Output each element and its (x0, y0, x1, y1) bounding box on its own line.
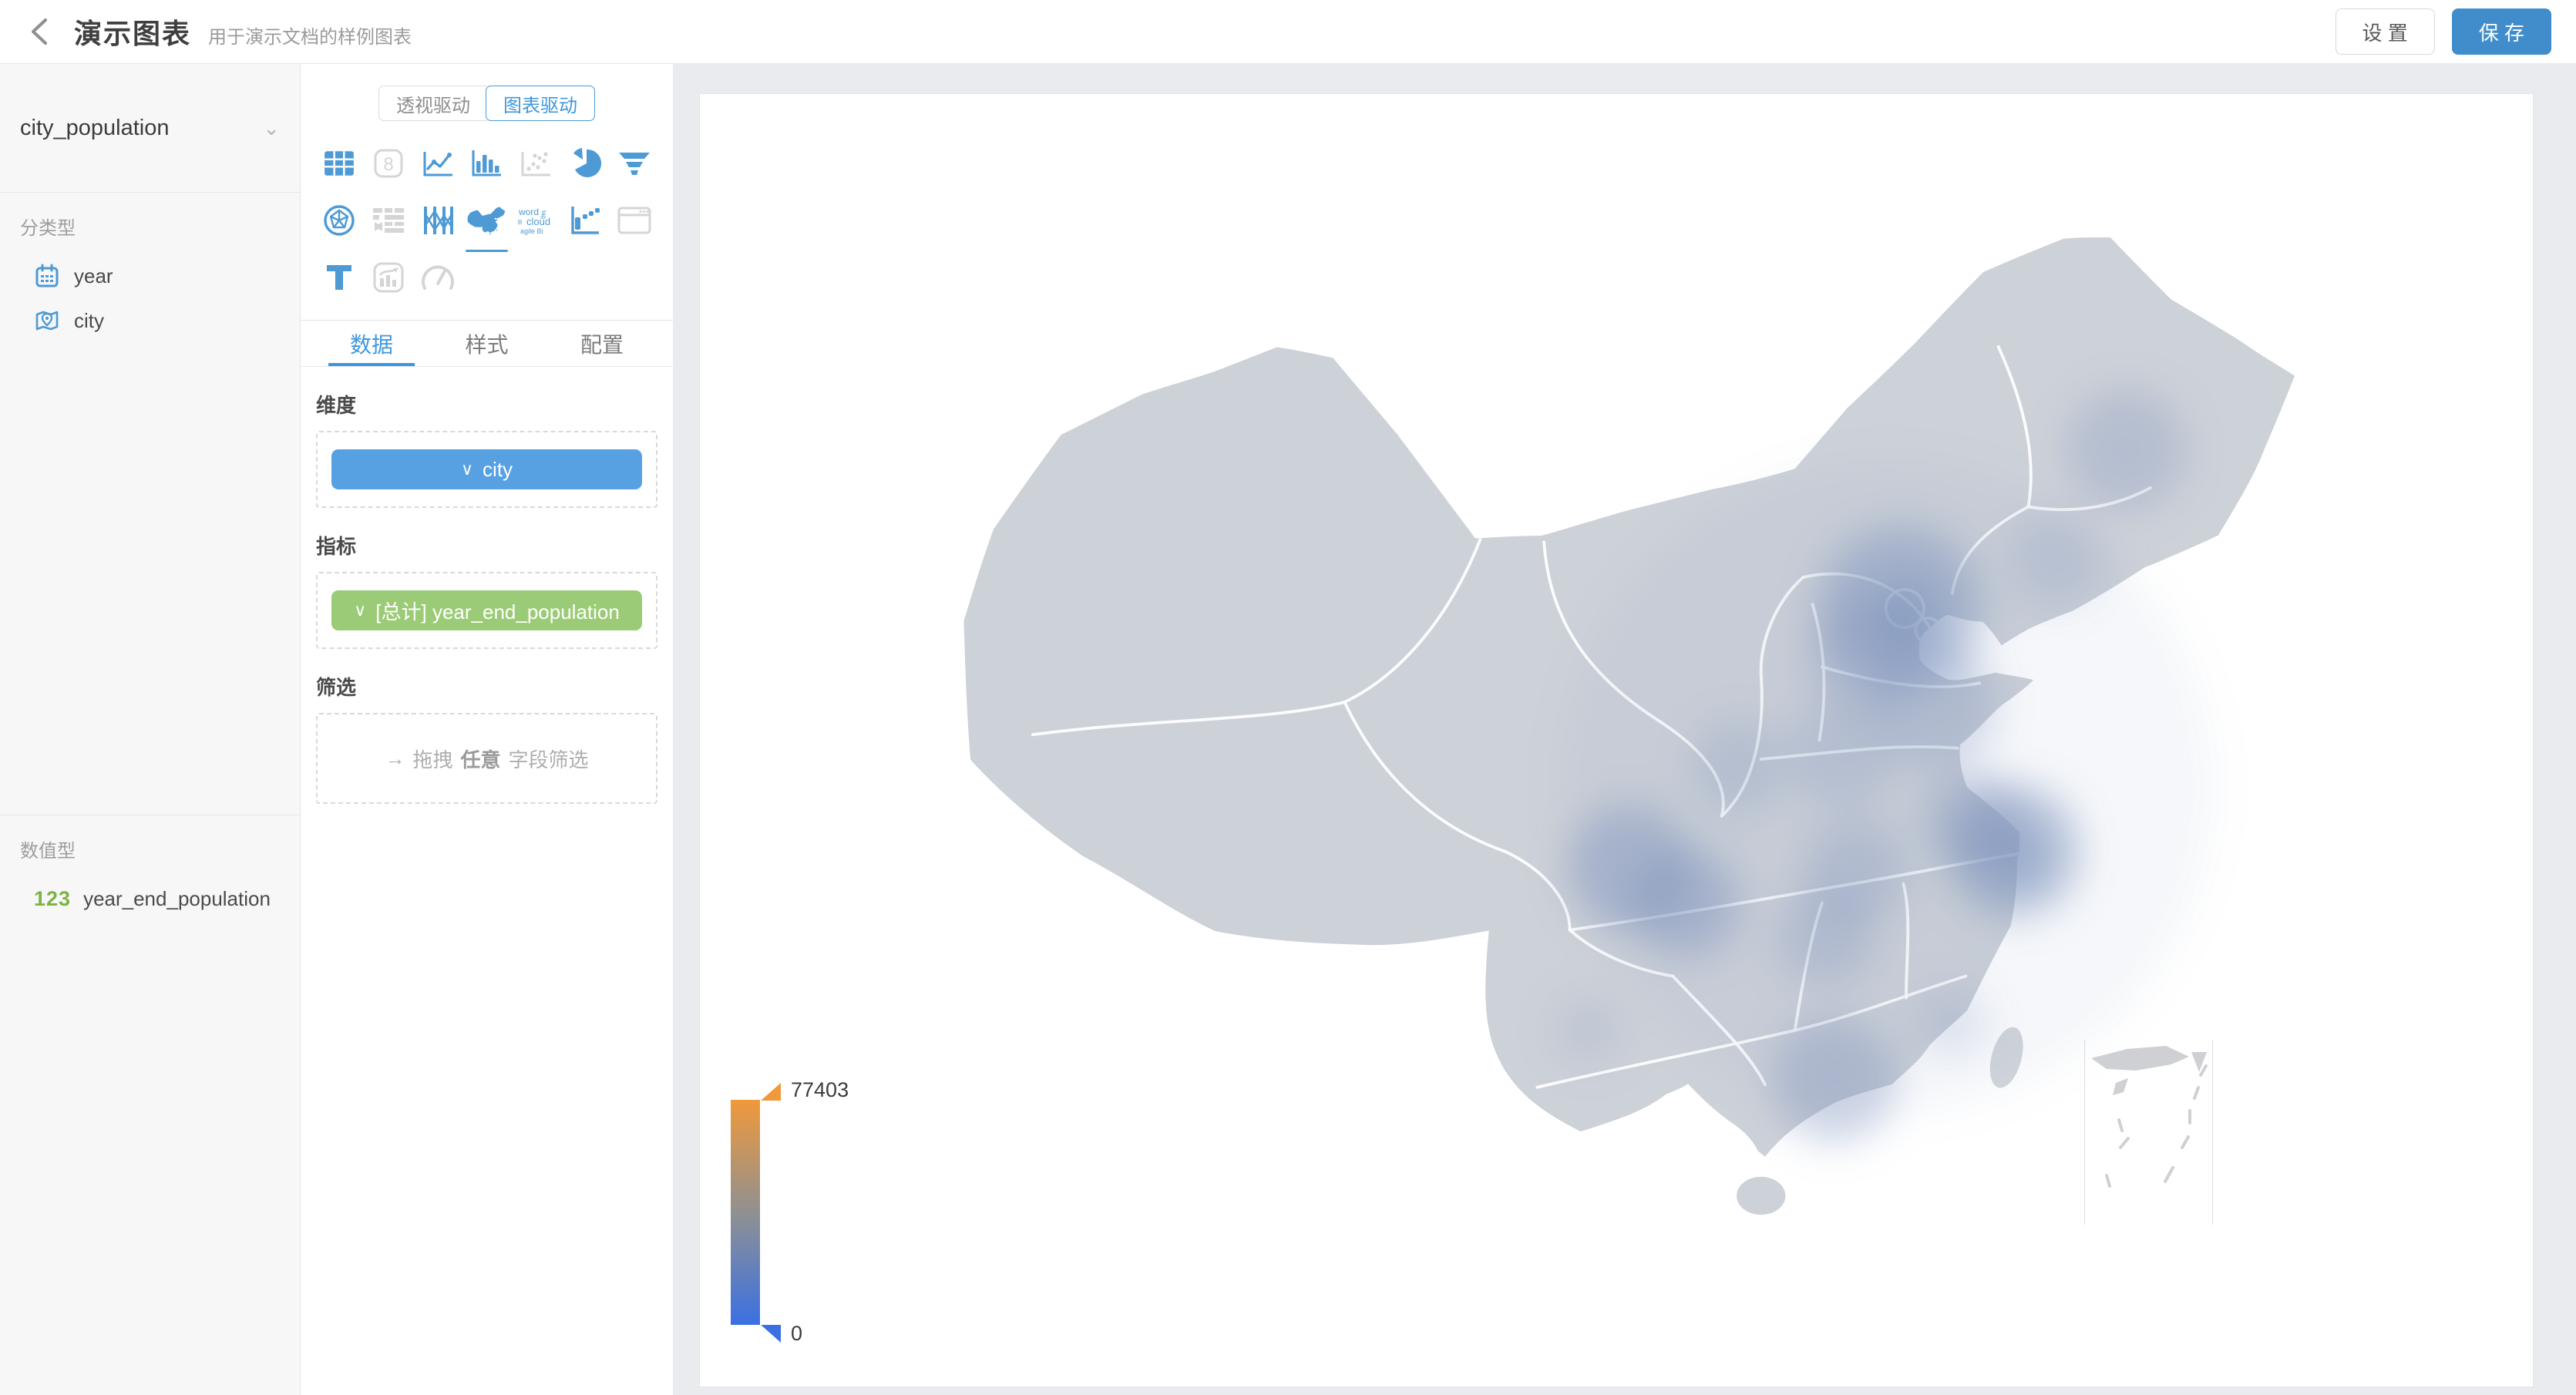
chevron-down-icon: ∨ (460, 459, 474, 479)
field-label: city (74, 308, 104, 332)
back-button[interactable] (23, 15, 57, 49)
chart-type-radar-icon[interactable] (314, 198, 364, 243)
legend-gradient-bar (731, 1100, 760, 1325)
dimension-drop-zone[interactable]: ∨ city (316, 431, 657, 508)
chart-type-pivot-table-icon[interactable] (364, 198, 413, 243)
filter-placeholder-suffix: 字段筛选 (508, 748, 589, 771)
legend-max-handle[interactable] (761, 1083, 781, 1101)
svg-text:agile Bi: agile Bi (520, 227, 543, 235)
chart-type-text-icon[interactable] (314, 255, 364, 300)
chart-type-combo-chart-icon[interactable] (364, 255, 413, 300)
chart-canvas: 77403 0 (699, 93, 2534, 1387)
page-title: 演示图表 (74, 18, 192, 49)
field-year-end-population[interactable]: 123 year_end_population (20, 876, 280, 921)
svg-text:word: word (518, 207, 539, 217)
numeric-123-icon: 123 (34, 886, 72, 910)
field-city[interactable]: city (20, 298, 280, 343)
filter-label: 筛选 (316, 676, 357, 699)
canvas-area: 77403 0 (673, 64, 2576, 1395)
tab-style[interactable]: 样式 (465, 332, 509, 357)
legend-max-value: 77403 (791, 1078, 849, 1101)
chart-type-waterfall-icon[interactable] (560, 198, 610, 243)
dimension-pill-city[interactable]: ∨ city (331, 449, 642, 489)
chart-type-china-map-icon[interactable] (462, 198, 512, 252)
filter-drop-zone[interactable]: → 拖拽 任意 字段筛选 (316, 713, 657, 804)
south-china-sea-inset (2084, 1040, 2213, 1225)
map-pin-icon (34, 308, 60, 334)
dimension-pill-label: city (483, 457, 513, 481)
metric-pill-label: [总计] year_end_population (375, 600, 620, 624)
heat-layer (1553, 390, 2213, 1143)
chart-type-kpi-number-icon[interactable]: 8 (364, 141, 413, 186)
chart-type-scatter-plot-icon[interactable] (511, 141, 560, 186)
chart-builder-panel: 透视驱动 图表驱动 8 (301, 64, 673, 1395)
metric-drop-zone[interactable]: ∨ [总计] year_end_population (316, 572, 657, 649)
field-label: year (74, 264, 113, 287)
calendar-icon (34, 263, 60, 289)
legend-min-value: 0 (791, 1322, 803, 1345)
china-heatmap[interactable] (951, 217, 2308, 1227)
chart-type-line-chart-icon[interactable] (413, 141, 462, 186)
metric-label: 指标 (316, 535, 357, 558)
svg-text:BI: BI (517, 220, 522, 225)
chevron-down-icon: ∨ (354, 600, 367, 620)
chevron-down-icon: ⌄ (263, 116, 280, 140)
chart-type-word-cloud-icon[interactable]: word tag cloud agile Bi BI (511, 198, 560, 243)
builder-tabs: 数据 样式 配置 (301, 321, 673, 367)
dataset-sidebar: city_population ⌄ 分类型 year (0, 64, 301, 1395)
dataset-selector[interactable]: city_population ⌄ (0, 64, 300, 192)
metric-pill-year-end-population[interactable]: ∨ [总计] year_end_population (331, 590, 642, 630)
tab-data[interactable]: 数据 (328, 321, 415, 366)
page-subtitle: 用于演示文档的样例图表 (208, 26, 412, 48)
drag-arrow-icon: → (385, 746, 405, 770)
field-label: year_end_population (83, 886, 271, 910)
header: 演示图表 用于演示文档的样例图表 设 置 保 存 (0, 0, 2576, 64)
chart-type-bar-chart-icon[interactable] (462, 141, 512, 186)
tab-config[interactable]: 配置 (580, 332, 624, 357)
legend-min-handle[interactable] (761, 1325, 781, 1343)
mode-toggle: 透视驱动 图表驱动 (301, 86, 673, 121)
chart-type-table-icon[interactable] (314, 141, 364, 186)
filter-placeholder-bold: 任意 (460, 748, 501, 771)
chart-type-grid: 8 (301, 121, 673, 303)
field-year[interactable]: year (20, 254, 280, 298)
chart-type-pie-chart-icon[interactable] (560, 141, 610, 186)
pivot-mode-button[interactable]: 透视驱动 (378, 86, 487, 121)
back-chevron-icon (32, 18, 47, 45)
filter-placeholder-prefix: 拖拽 (412, 748, 453, 771)
svg-text:tag: tag (540, 210, 547, 219)
color-legend: 77403 0 (731, 1077, 931, 1346)
chart-type-parallel-coordinates-icon[interactable] (413, 198, 462, 243)
settings-button[interactable]: 设 置 (2335, 8, 2435, 55)
chart-type-iframe-icon[interactable] (610, 198, 659, 243)
chart-mode-button[interactable]: 图表驱动 (486, 86, 595, 121)
svg-text:cloud: cloud (526, 216, 550, 227)
chart-type-funnel-icon[interactable] (610, 141, 659, 186)
categorical-section-label: 分类型 (20, 218, 76, 239)
chart-type-gauge-icon[interactable] (413, 255, 462, 300)
dataset-name: city_population (20, 115, 170, 140)
svg-text:8: 8 (383, 154, 393, 175)
numeric-section-label: 数值型 (20, 841, 76, 862)
dimension-label: 维度 (316, 394, 357, 417)
save-button[interactable]: 保 存 (2451, 8, 2551, 55)
